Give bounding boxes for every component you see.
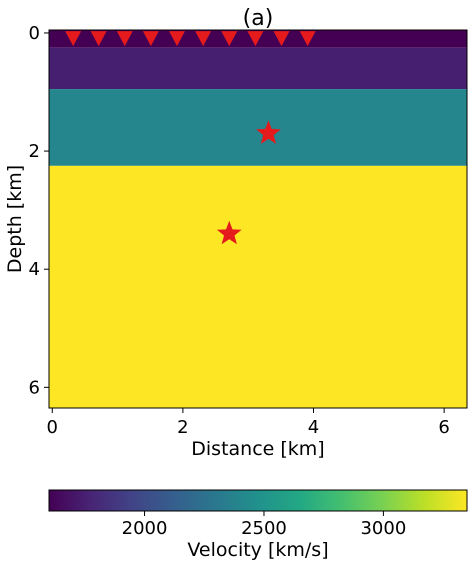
receiver-markers [65,31,316,47]
receiver-marker-10 [299,31,316,47]
x-tick-label: 6 [438,417,449,438]
colorbar-tick-label: 2000 [122,518,168,539]
x-tick-label: 0 [47,417,58,438]
colorbar [48,489,468,512]
receiver-marker-8 [247,31,264,47]
receiver-marker-5 [169,31,186,47]
source-markers [216,120,281,245]
receiver-marker-3 [116,31,133,47]
plot-frame [48,29,468,409]
y-tick-label: 4 [29,259,40,280]
receiver-marker-9 [273,31,290,47]
velocity-layer-4 [49,165,467,408]
receiver-marker-4 [142,31,159,47]
y-tick-label: 6 [29,377,40,398]
colorbar-label: Velocity [km/s] [187,539,328,561]
x-axis-ticks: 0 2 4 6 [47,408,450,438]
x-axis-label: Distance [km] [191,438,324,460]
velocity-layer-3 [49,89,467,166]
x-tick-label: 4 [308,417,319,438]
velocity-layer-2 [49,47,467,90]
y-axis-ticks: 0 2 4 6 [29,23,49,398]
receiver-marker-2 [90,31,107,47]
y-axis-label: Depth [km] [4,165,26,273]
source-star-1 [256,120,281,144]
receiver-marker-6 [195,31,212,47]
y-tick-label: 0 [29,23,40,44]
colorbar-tick-label: 2500 [241,518,287,539]
receiver-marker-1 [65,31,82,47]
receiver-marker-7 [221,31,238,47]
y-tick-label: 2 [29,141,40,162]
x-tick-label: 2 [177,417,188,438]
velocity-layers [49,30,467,408]
colorbar-ticks: 2000 2500 3000 [122,511,406,539]
colorbar-tick-label: 3000 [360,518,406,539]
chart-title: (a) [243,6,274,31]
source-star-2 [216,220,242,245]
